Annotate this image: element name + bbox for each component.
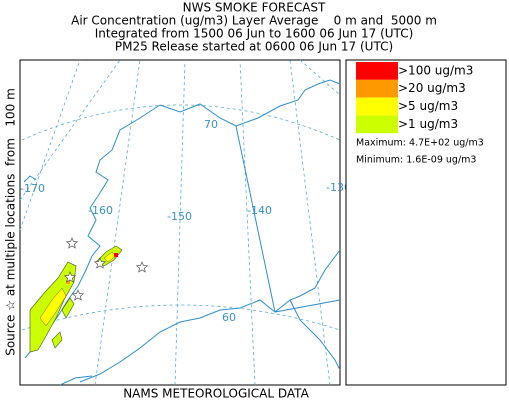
legend-label: >1 ug/m3	[398, 117, 458, 131]
legend-swatch	[356, 79, 398, 98]
legend: Maximum: 4.7E+02 ug/m3 Minimum: 1.6E-09 …	[345, 59, 507, 386]
longitude-label: -170	[20, 182, 45, 195]
legend-label: >5 ug/m3	[398, 99, 458, 113]
legend-minimum: Minimum: 1.6E-09 ug/m3	[356, 155, 476, 166]
hot-spot	[114, 253, 118, 257]
legend-label: >100 ug/m3	[398, 63, 473, 77]
latitude-label: 60	[222, 311, 236, 324]
longitude-label: -140	[247, 204, 272, 217]
legend-maximum: Maximum: 4.7E+02 ug/m3	[356, 138, 484, 149]
legend-swatch	[356, 62, 398, 80]
subtitle: PM25 Release started at 0600 06 Jun 17 (…	[115, 40, 393, 54]
source-stars	[63, 237, 149, 301]
longitude-label: -160	[88, 204, 113, 217]
legend-label: >20 ug/m3	[398, 81, 466, 95]
smoke-plumes	[29, 245, 123, 353]
legend-swatch	[356, 115, 398, 134]
graticule	[19, 59, 341, 386]
coastline	[23, 79, 341, 386]
hot-spot	[66, 280, 70, 284]
longitude-label: -150	[167, 210, 192, 223]
longitude-label: -130	[326, 181, 351, 194]
subtitle: Air Concentration (ug/m3) Layer Average …	[71, 14, 437, 28]
map-panel: -170 -160 -150 -140 -130 70 60	[19, 59, 351, 386]
latitude-label: 70	[204, 118, 218, 131]
side-label: Source ☆ at multiple locations from 100 …	[4, 88, 18, 356]
legend-swatch	[356, 97, 398, 116]
footer: NAMS METEOROLOGICAL DATA	[123, 387, 309, 401]
title: NWS SMOKE FORECAST	[183, 1, 326, 15]
subtitle: Integrated from 1500 06 Jun to 1600 06 J…	[95, 27, 414, 41]
